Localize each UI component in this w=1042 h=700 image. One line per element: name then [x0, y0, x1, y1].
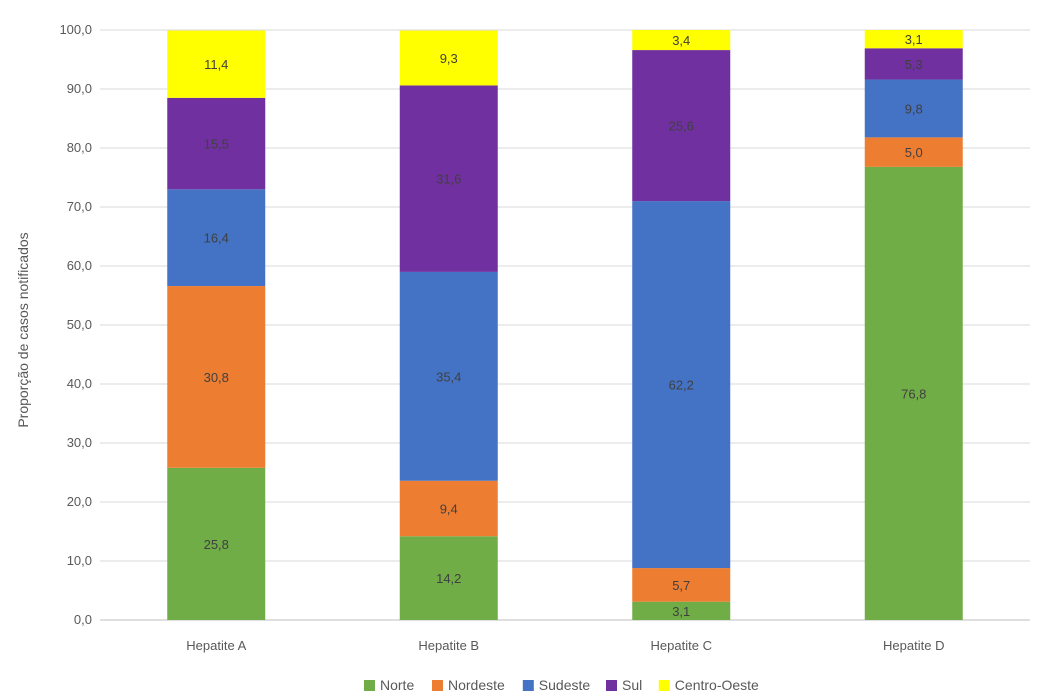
legend-label: Nordeste [448, 677, 505, 693]
data-label: 25,8 [204, 537, 229, 552]
y-tick-label: 40,0 [67, 376, 92, 391]
bar-segment [399, 271, 498, 481]
y-axis-title: Proporção de casos notificados [15, 232, 31, 427]
legend-item: Sudeste [522, 677, 591, 693]
bar-segment [399, 85, 498, 272]
bar-segment [632, 601, 731, 620]
x-tick-label: Hepatite C [651, 638, 712, 653]
data-label: 3,1 [905, 32, 923, 47]
legend-swatch [364, 680, 375, 691]
bar-segment [864, 30, 963, 49]
x-tick-labels: Hepatite A Hepatite B Hepatite C Hepatite D [186, 638, 944, 653]
data-label: 5,3 [905, 57, 923, 72]
y-tick-label: 60,0 [67, 258, 92, 273]
legend-label: Sul [622, 677, 642, 693]
bar-segment [167, 189, 266, 287]
bar-segment [399, 480, 498, 537]
data-label: 35,4 [436, 369, 461, 384]
bar-segment [864, 137, 963, 167]
data-label: 9,3 [440, 51, 458, 66]
legend-item: Norte [364, 677, 414, 693]
legend-swatch [658, 680, 670, 691]
legend-item: Sul [606, 677, 642, 693]
data-label: 62,2 [669, 378, 694, 393]
legend-swatch [522, 680, 534, 691]
data-label: 76,8 [901, 386, 926, 401]
legend: Norte Nordeste Sudeste Sul Centro-Oeste [364, 677, 759, 693]
bar-segment [167, 97, 266, 190]
y-tick-label: 80,0 [67, 140, 92, 155]
bar-segment [167, 286, 266, 468]
legend-label: Centro-Oeste [675, 677, 759, 693]
data-label: 25,6 [669, 119, 694, 134]
bars: 25,8 30,8 16,4 15,5 11,4 14,2 9,4 35,4 31,6 9,3 3,… [167, 30, 963, 620]
data-label: 5,0 [905, 145, 923, 160]
y-tick-label: 70,0 [67, 199, 92, 214]
x-tick-label: Hepatite B [418, 638, 479, 653]
x-tick-label: Hepatite D [883, 638, 944, 653]
data-label: 5,7 [672, 578, 690, 593]
bar-segment [167, 30, 266, 98]
data-label: 14,2 [436, 571, 461, 586]
bar-segment [399, 30, 498, 86]
data-label: 16,4 [204, 231, 229, 246]
y-tick-labels: 0,0 10,0 20,0 30,0 40,0 50,0 60,0 70,0 80,0 90,0 1… [59, 22, 92, 627]
bar-segment [632, 30, 731, 51]
bar-segment [864, 79, 963, 138]
legend-swatch [432, 680, 443, 691]
x-tick-label: Hepatite A [186, 638, 246, 653]
legend-label: Sudeste [539, 677, 591, 693]
bar-segment [632, 568, 731, 602]
legend-item: Centro-Oeste [658, 677, 759, 693]
bar-segment [632, 50, 731, 202]
bar-segment [864, 166, 963, 620]
data-label: 3,1 [672, 604, 690, 619]
y-tick-label: 20,0 [67, 494, 92, 509]
data-label: 9,4 [440, 501, 458, 516]
legend-item: Nordeste [432, 677, 505, 693]
data-label: 11,4 [204, 57, 228, 72]
data-label: 15,5 [204, 137, 229, 152]
y-tick-label: 50,0 [67, 317, 92, 332]
data-label: 9,8 [905, 101, 923, 116]
legend-label: Norte [380, 677, 414, 693]
y-tick-label: 90,0 [67, 81, 92, 96]
y-tick-label: 100,0 [59, 22, 92, 37]
data-label: 30,8 [204, 370, 229, 385]
data-label: 3,4 [672, 33, 690, 48]
y-tick-label: 30,0 [67, 435, 92, 450]
y-tick-label: 0,0 [74, 612, 92, 627]
data-label: 31,6 [436, 172, 461, 187]
bar-segment [632, 201, 731, 569]
legend-swatch [606, 680, 617, 691]
bar-segment [864, 48, 963, 80]
y-tick-label: 10,0 [67, 553, 92, 568]
bar-segment [399, 536, 498, 620]
bar-segment [167, 467, 266, 620]
